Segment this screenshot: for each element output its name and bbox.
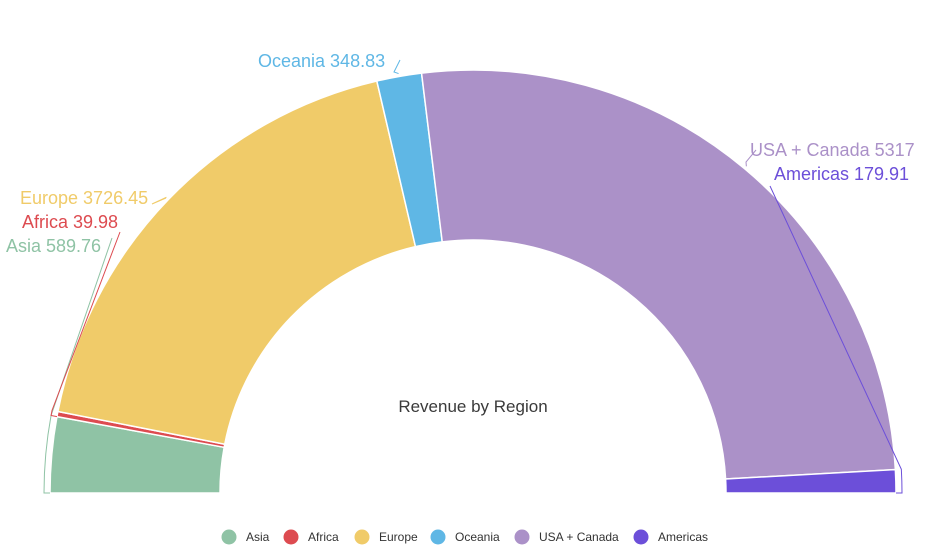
legend-marker-africa	[283, 529, 299, 545]
legend-label-americas: Americas	[658, 530, 708, 544]
leader-line-europe	[151, 196, 167, 205]
legend-item-africa[interactable]: Africa	[283, 529, 340, 545]
legend-label-africa: Africa	[308, 530, 339, 544]
chart-title: Revenue by Region	[398, 397, 547, 416]
slice-labels-group: Asia 589.76 Africa 39.98 Europe 3726.45 Oce…	[6, 51, 915, 256]
legend-item-europe[interactable]: Europe	[354, 529, 419, 545]
legend-marker-europe	[354, 529, 370, 545]
slice-label-europe: Europe 3726.45	[20, 188, 148, 208]
legend-item-asia[interactable]: Asia	[221, 529, 270, 545]
legend-label-asia: Asia	[246, 530, 270, 544]
slice-label-oceania: Oceania 348.83	[258, 51, 385, 71]
legend-item-usa-canada[interactable]: USA + Canada	[514, 529, 620, 545]
legend-label-oceania: Oceania	[455, 530, 500, 544]
legend-marker-asia	[221, 529, 237, 545]
legend-marker-americas	[633, 529, 649, 545]
legend-marker-oceania	[430, 529, 446, 545]
leader-line-americas	[769, 185, 903, 494]
leader-line-africa	[50, 231, 121, 418]
slice-label-africa: Africa 39.98	[22, 212, 118, 232]
leader-line-usa-canada	[745, 149, 757, 167]
legend-label-europe: Europe	[379, 530, 418, 544]
slice-label-americas: Americas 179.91	[774, 164, 909, 184]
leader-line-oceania	[393, 59, 401, 75]
slice-usa-canada[interactable]	[420, 69, 897, 480]
slice-europe[interactable]	[57, 80, 417, 446]
slice-americas[interactable]	[724, 468, 897, 494]
legend-label-usa-canada: USA + Canada	[539, 530, 619, 544]
slice-label-usa-canada: USA + Canada 5317	[750, 140, 915, 160]
legend-marker-usa-canada	[514, 529, 530, 545]
slice-label-asia: Asia 589.76	[6, 236, 101, 256]
legend: Asia Africa Europe Oceania USA + Canada Ameri…	[221, 529, 709, 545]
leader-lines-group	[43, 59, 903, 494]
slices-group	[49, 69, 897, 494]
legend-item-americas[interactable]: Americas	[633, 529, 709, 545]
legend-item-oceania[interactable]: Oceania	[430, 529, 501, 545]
